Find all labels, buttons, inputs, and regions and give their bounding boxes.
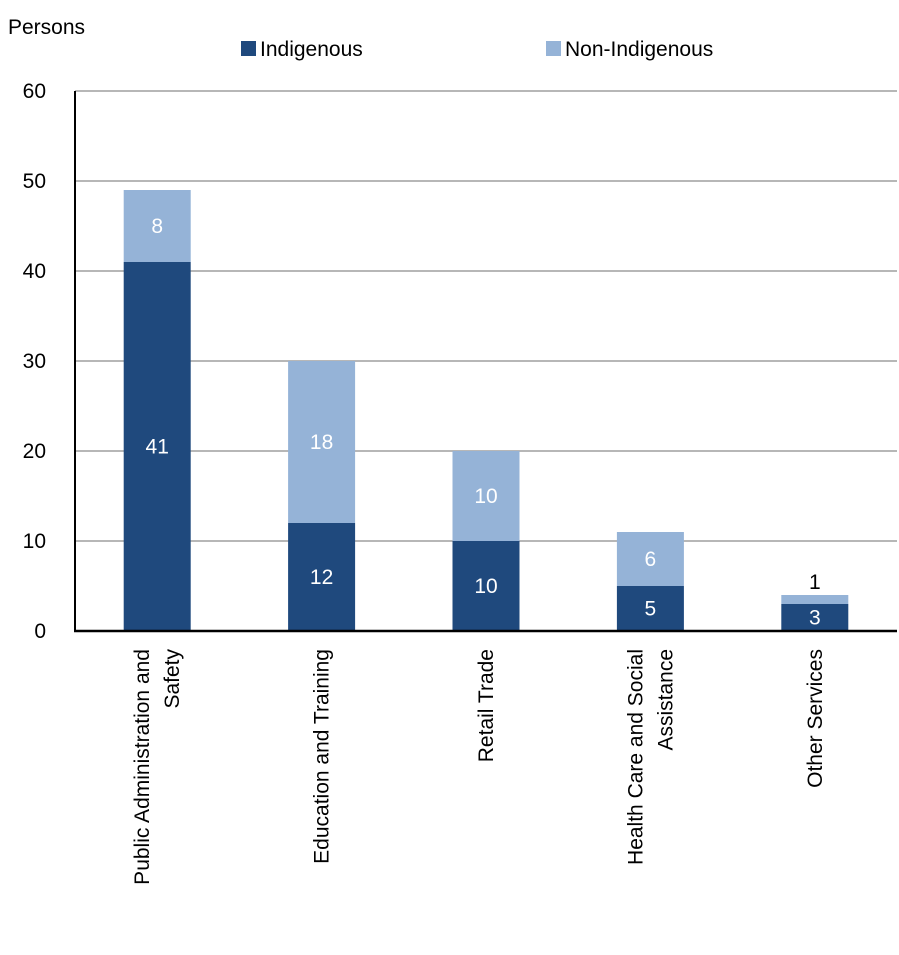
data-label: 41 — [146, 436, 169, 459]
category-label-line: Public Administration and — [131, 649, 154, 885]
bar-non-indigenous — [123, 190, 191, 262]
y-tick-label: 60 — [23, 80, 46, 103]
data-label: 3 — [809, 607, 821, 630]
category-label: Health Care and Social Assistance — [624, 649, 677, 865]
category-label-line: Other Services — [804, 649, 827, 788]
bar-non-indigenous — [288, 361, 356, 523]
data-labels: 41 8 12 18 10 10 5 6 3 1 — [146, 215, 821, 630]
y-tick-label: 40 — [23, 260, 46, 283]
legend-swatch — [546, 41, 561, 56]
y-axis-unit-label: Persons — [8, 16, 85, 39]
legend-label: Non-Indigenous — [565, 38, 713, 61]
category-label-line: Health Care and Social — [624, 649, 647, 865]
category-labels: Public Administration and Safety Education… — [131, 649, 827, 885]
bar-indigenous — [616, 586, 684, 631]
category-label: Other Services — [804, 649, 827, 788]
bar-non-indigenous — [452, 451, 520, 541]
category-label-line: Safety — [161, 649, 184, 709]
legend: Indigenous Non-Indigenous — [241, 38, 713, 61]
legend-swatch — [241, 41, 256, 56]
data-label: 8 — [151, 215, 163, 238]
data-label: 10 — [474, 485, 497, 508]
category-label-line: Assistance — [654, 649, 677, 751]
category-label: Retail Trade — [475, 649, 498, 762]
data-label: 10 — [474, 575, 497, 598]
bar-indigenous — [288, 523, 356, 631]
bar-indigenous — [123, 262, 191, 631]
data-label: 1 — [809, 571, 821, 594]
category-label: Education and Training — [311, 649, 334, 864]
bar-indigenous — [452, 541, 520, 631]
legend-label: Indigenous — [260, 38, 363, 61]
axes — [74, 91, 897, 633]
y-tick-label: 0 — [34, 620, 46, 643]
category-label-line: Education and Training — [311, 649, 334, 864]
gridlines — [75, 90, 897, 542]
bar-non-indigenous — [616, 532, 684, 586]
y-tick-label: 50 — [23, 170, 46, 193]
y-tick-label: 20 — [23, 440, 46, 463]
category-label: Public Administration and Safety — [131, 649, 184, 885]
data-label: 18 — [310, 431, 333, 454]
y-axis-ticks: 0 10 20 30 40 50 60 — [23, 80, 46, 643]
bar-non-indigenous — [781, 595, 849, 604]
data-label: 5 — [645, 598, 657, 621]
category-label-line: Retail Trade — [475, 649, 498, 762]
data-label: 12 — [310, 566, 333, 589]
bar-indigenous — [781, 604, 849, 631]
y-tick-label: 10 — [23, 530, 46, 553]
bars — [123, 190, 849, 631]
data-label: 6 — [645, 548, 657, 571]
y-tick-label: 30 — [23, 350, 46, 373]
